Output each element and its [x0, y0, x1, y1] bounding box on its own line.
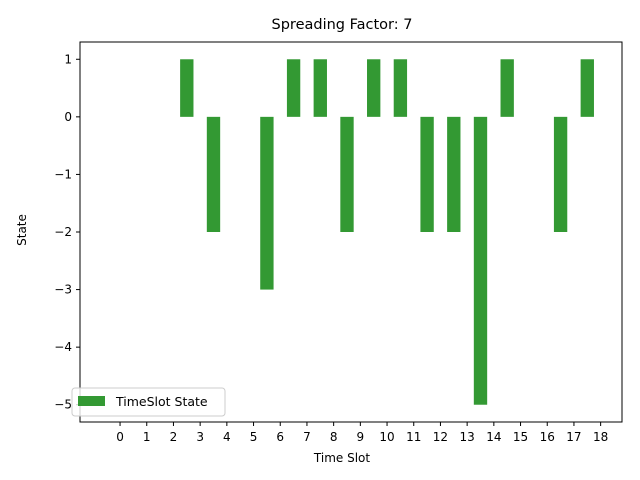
x-axis-ticks: 0 1 2 3 4 5 6 7 8 9 10 11 12 13 14 15 16 17 18 [116, 422, 608, 444]
bar [420, 116, 434, 232]
bar [553, 116, 568, 232]
x-tick-label: 3 [196, 430, 204, 444]
x-tick-label: 18 [593, 430, 608, 444]
bar [180, 59, 194, 117]
legend-label: TimeSlot State [115, 394, 208, 409]
bar [447, 116, 461, 232]
x-tick-label: 12 [433, 430, 448, 444]
y-tick-label: −3 [54, 283, 72, 297]
chart-title: Spreading Factor: 7 [272, 17, 413, 33]
y-tick-label: −5 [54, 398, 72, 412]
bar [500, 59, 514, 117]
bar [473, 116, 488, 405]
x-tick-label: 7 [303, 430, 311, 444]
x-tick-label: 2 [170, 430, 178, 444]
y-tick-label: −1 [54, 167, 72, 181]
bar [393, 59, 408, 117]
y-tick-label: 0 [64, 110, 72, 124]
bars-group [180, 59, 594, 405]
x-axis-label: Time Slot [313, 451, 370, 465]
bar [340, 116, 354, 232]
x-tick-label: 10 [379, 430, 394, 444]
x-tick-label: 4 [223, 430, 231, 444]
bar [260, 116, 274, 290]
x-tick-label: 5 [250, 430, 258, 444]
x-tick-label: 14 [486, 430, 501, 444]
y-tick-label: −4 [54, 340, 72, 354]
bar [206, 116, 221, 232]
x-tick-label: 1 [143, 430, 151, 444]
bar [367, 59, 381, 117]
bar [580, 59, 594, 117]
x-tick-label: 16 [540, 430, 555, 444]
x-tick-label: 8 [330, 430, 338, 444]
x-tick-label: 15 [513, 430, 528, 444]
legend-box [71, 387, 226, 417]
y-axis-label: State [15, 214, 29, 246]
y-axis-ticks: 1 0 −1 −2 −3 −4 −5 [54, 52, 80, 412]
x-tick-label: 17 [566, 430, 581, 444]
legend-swatch [78, 396, 105, 406]
x-tick-label: 6 [276, 430, 284, 444]
y-tick-label: −2 [54, 225, 72, 239]
bar [286, 59, 301, 117]
y-tick-label: 1 [64, 52, 72, 66]
x-tick-label: 0 [116, 430, 124, 444]
x-tick-label: 13 [460, 430, 475, 444]
x-tick-label: 11 [406, 430, 421, 444]
legend: TimeSlot State [71, 387, 226, 417]
x-tick-label: 9 [357, 430, 365, 444]
bar [313, 59, 327, 117]
